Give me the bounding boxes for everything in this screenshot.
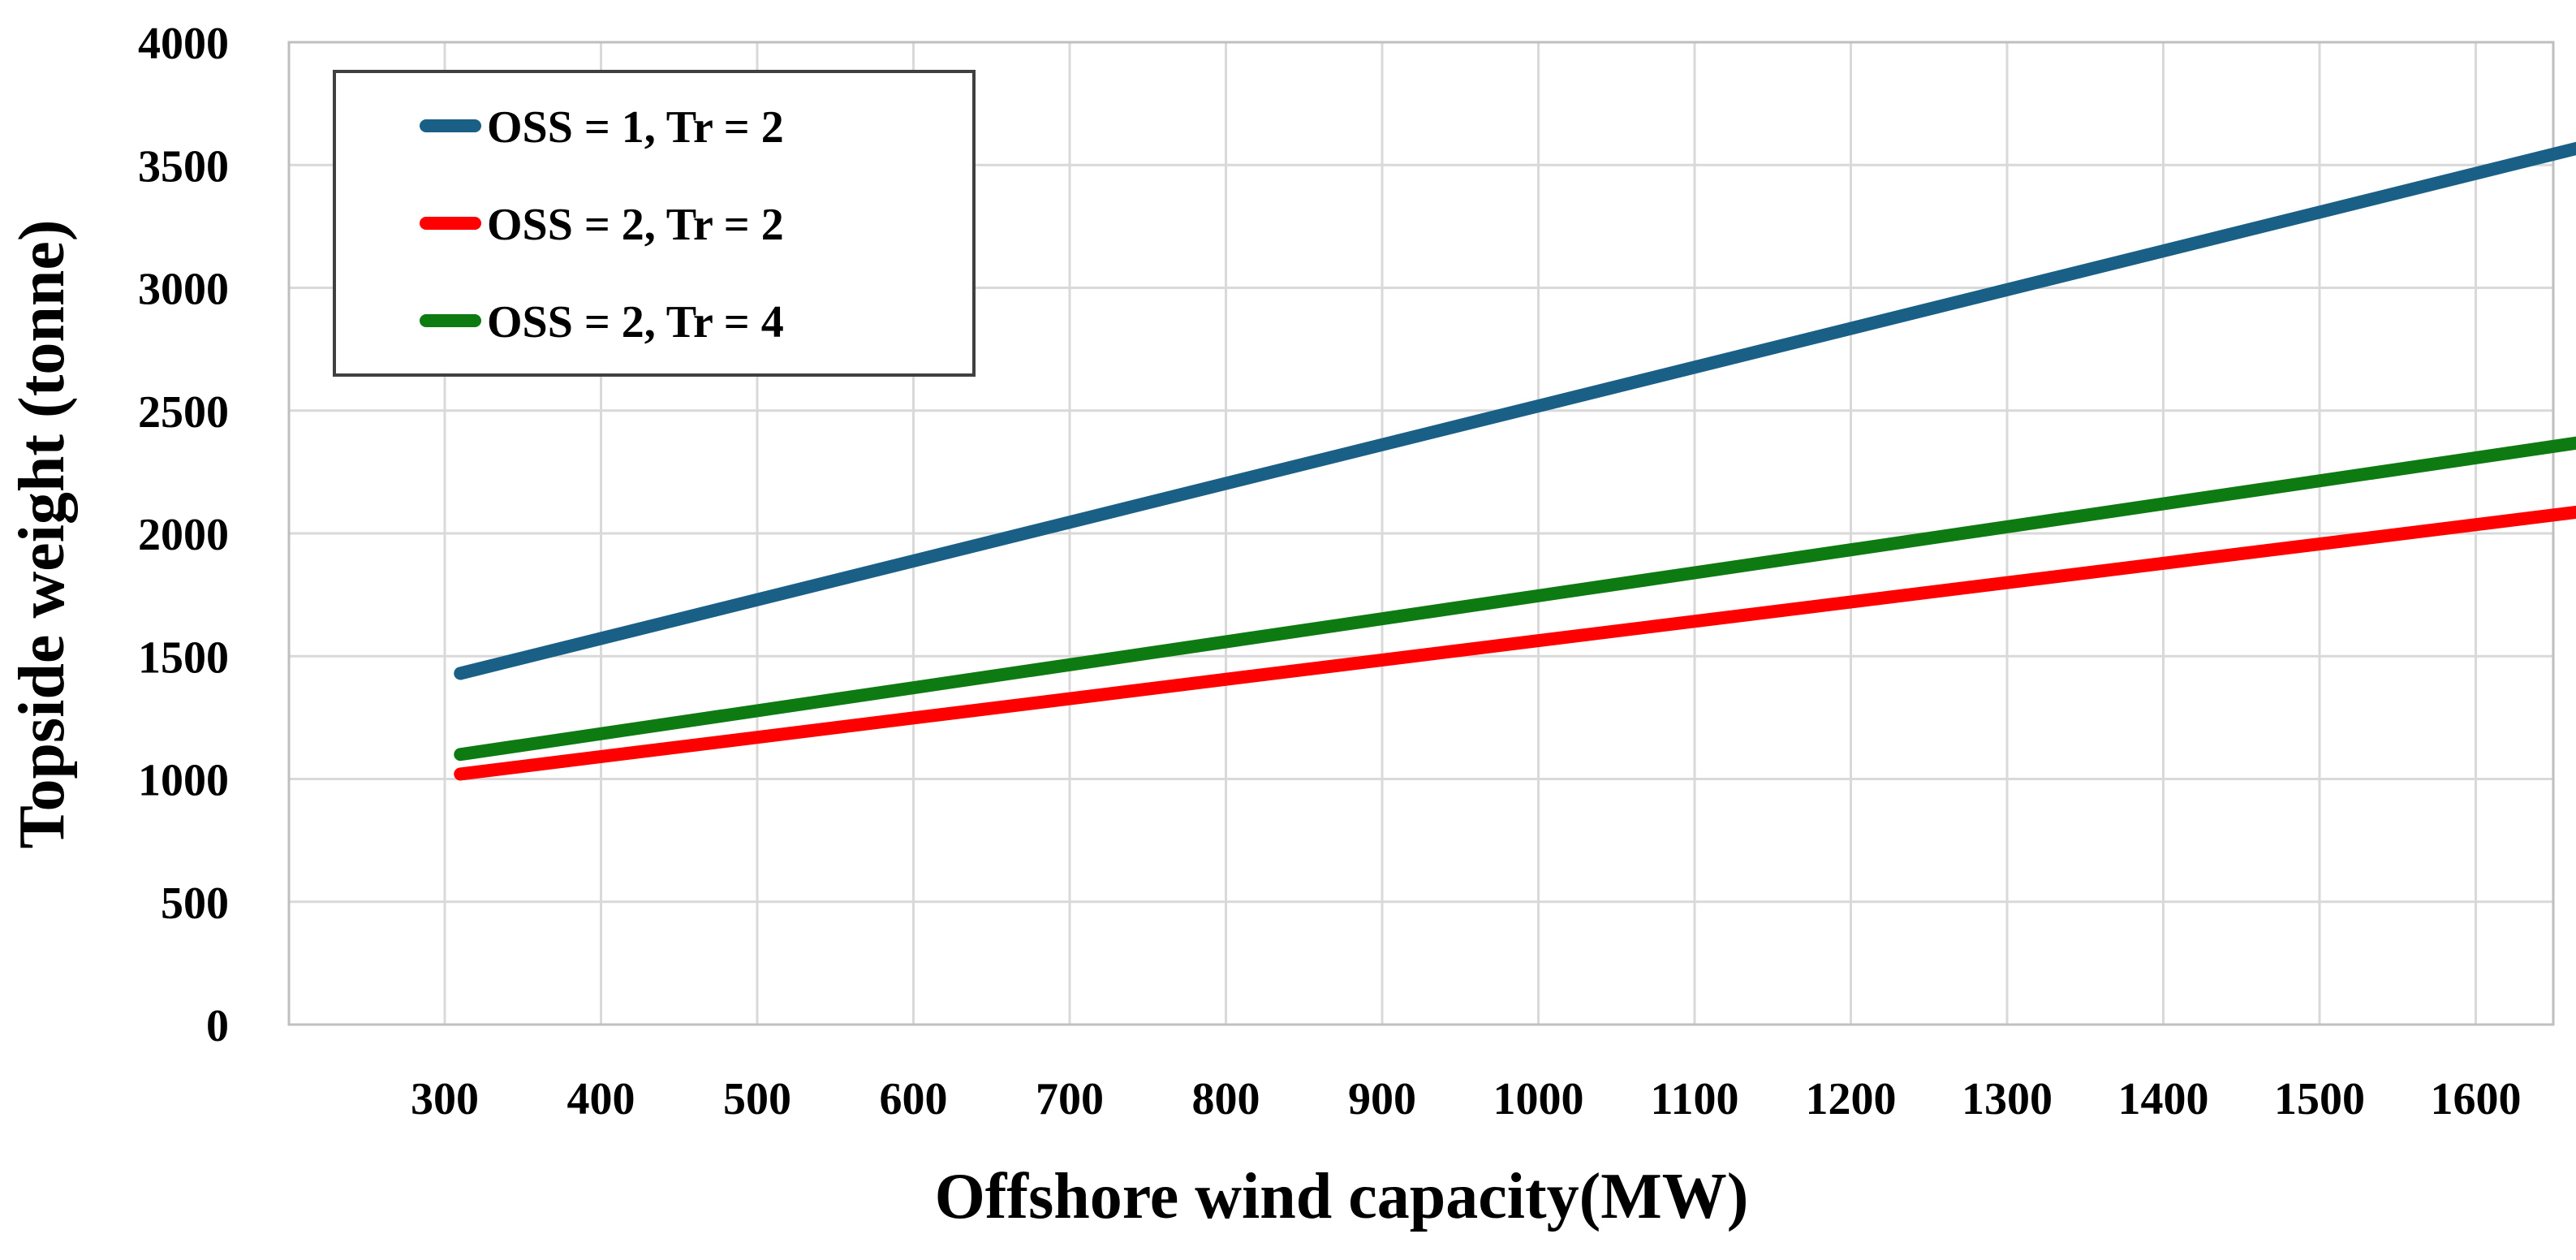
y-tick-label: 3500 — [138, 141, 229, 192]
x-tick-label: 1000 — [1493, 1074, 1584, 1124]
y-tick-label: 3000 — [138, 265, 229, 315]
y-tick-labels: 0 500 1000 1500 2000 2500 3000 3500 4000 — [138, 19, 229, 1051]
x-tick-label: 500 — [723, 1074, 791, 1124]
x-tick-label: 1100 — [1651, 1074, 1739, 1124]
x-tick-label: 600 — [880, 1074, 948, 1124]
x-tick-label: 800 — [1192, 1074, 1260, 1124]
y-tick-label: 2500 — [138, 387, 229, 438]
x-tick-label: 1500 — [2274, 1074, 2365, 1124]
legend-label-3: OSS = 2, Tr = 4 — [487, 297, 784, 347]
y-tick-label: 4000 — [138, 19, 229, 69]
y-tick-label: 1000 — [138, 756, 229, 806]
y-tick-label: 1500 — [138, 632, 229, 683]
x-tick-labels: 300 400 500 600 700 800 900 1000 1100 1200 1300 140… — [411, 1074, 2522, 1124]
series-lines — [454, 141, 2576, 781]
y-tick-label: 2000 — [138, 510, 229, 560]
x-tick-label: 1600 — [2431, 1074, 2522, 1124]
legend-label-1: OSS = 1, Tr = 2 — [487, 102, 784, 153]
y-axis-title: Topside weight (tonne) — [6, 220, 78, 849]
x-tick-label: 700 — [1036, 1074, 1104, 1124]
series-line-3 — [454, 436, 2576, 762]
x-tick-label: 1400 — [2118, 1074, 2209, 1124]
x-tick-label: 1200 — [1806, 1074, 1897, 1124]
plot-area-frame — [287, 41, 2555, 1026]
x-tick-label: 400 — [567, 1074, 635, 1124]
legend: OSS = 1, Tr = 2 OSS = 2, Tr = 2 OSS = 2, T… — [333, 70, 976, 377]
x-axis-title: Offshore wind capacity(MW) — [935, 1161, 1749, 1232]
series-line-2 — [454, 505, 2576, 781]
x-tick-label: 900 — [1348, 1074, 1416, 1124]
legend-label-2: OSS = 2, Tr = 2 — [487, 200, 784, 250]
x-tick-label: 300 — [411, 1074, 479, 1124]
x-tick-label: 1300 — [1962, 1074, 2053, 1124]
y-tick-label: 500 — [161, 878, 229, 929]
y-tick-label: 0 — [206, 1001, 229, 1051]
series-line-1 — [454, 141, 2576, 680]
